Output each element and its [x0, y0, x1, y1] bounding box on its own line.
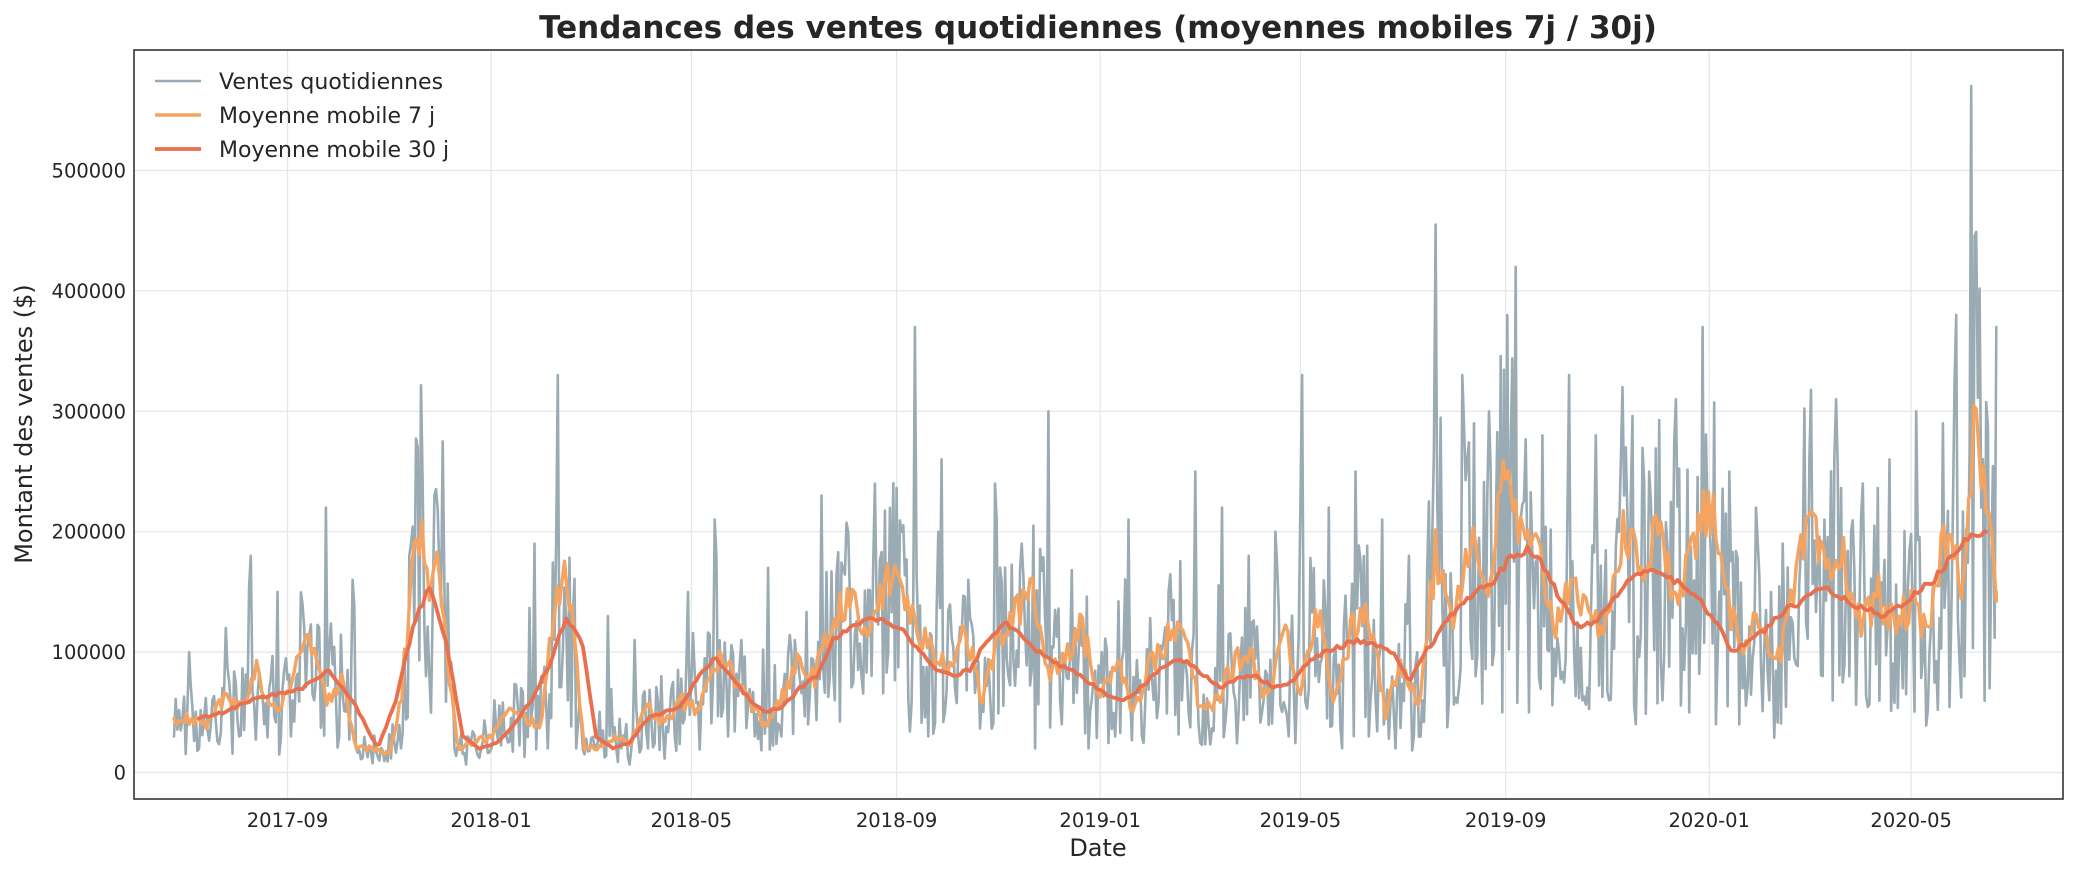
series-line-ma30 — [197, 529, 1989, 751]
y-tick-label: 100000 — [52, 641, 126, 664]
y-tick-label: 500000 — [52, 159, 126, 182]
x-tick-label: 2017-09 — [247, 809, 328, 832]
series-line-daily — [172, 84, 1998, 766]
legend-label-daily: Ventes quotidiennes — [219, 70, 443, 95]
chart-title: Tendances des ventes quotidiennes (moyen… — [539, 10, 1657, 46]
y-tick-label: 0 — [114, 762, 126, 785]
series-line-ma7 — [172, 404, 1998, 757]
x-tick-label: 2018-01 — [450, 809, 531, 832]
x-tick-label: 2019-09 — [1465, 809, 1546, 832]
legend-label-ma7: Moyenne mobile 7 j — [219, 104, 435, 129]
x-tick-label: 2018-09 — [856, 809, 937, 832]
grid — [134, 50, 2063, 799]
x-tick-label: 2020-05 — [1870, 809, 1951, 832]
x-axis: 2017-09 2018-01 2018-05 2018-09 2019-01 2019-… — [247, 809, 1952, 832]
y-axis: 0 100000 200000 300000 400000 500000 — [52, 159, 126, 784]
legend: Ventes quotidiennes Moyenne mobile 7 j Moy… — [155, 70, 449, 163]
x-tick-label: 2019-05 — [1260, 809, 1341, 832]
x-tick-label: 2018-05 — [651, 809, 732, 832]
y-axis-label: Montant des ventes ($) — [10, 284, 38, 564]
y-tick-label: 300000 — [52, 400, 126, 423]
plot-frame — [133, 49, 2064, 800]
x-tick-label: 2020-01 — [1668, 809, 1749, 832]
x-axis-label: Date — [1069, 834, 1126, 862]
y-tick-label: 200000 — [52, 521, 126, 544]
series-layer — [172, 84, 1998, 766]
legend-label-ma30: Moyenne mobile 30 j — [219, 138, 449, 163]
y-tick-label: 400000 — [52, 280, 126, 303]
x-tick-label: 2019-01 — [1059, 809, 1140, 832]
